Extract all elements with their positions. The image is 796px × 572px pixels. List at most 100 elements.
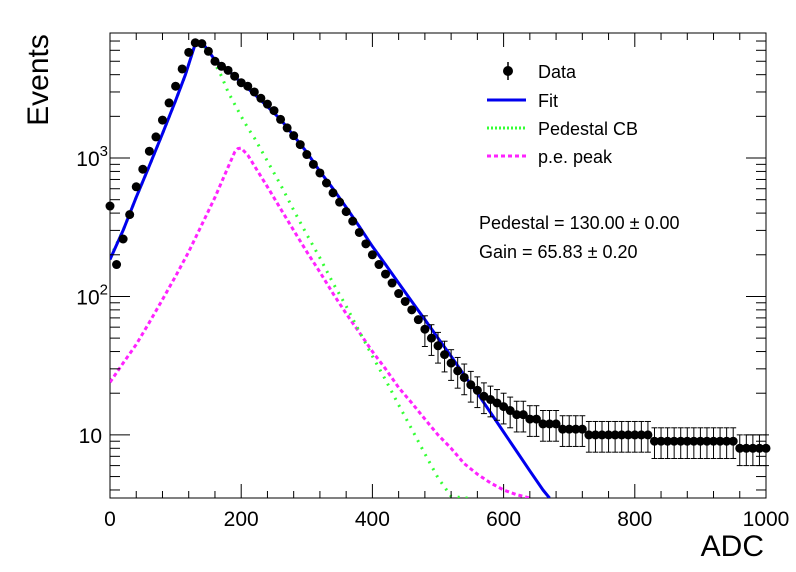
legend-label-pe-peak: p.e. peak xyxy=(538,147,613,167)
data-point xyxy=(453,366,463,376)
data-point xyxy=(203,46,213,56)
data-point xyxy=(262,99,272,109)
data-point xyxy=(295,140,305,150)
data-point xyxy=(433,341,443,351)
data-point xyxy=(584,430,594,440)
plot-border xyxy=(109,32,767,499)
x-tick-label: 400 xyxy=(355,508,390,531)
data-point xyxy=(230,71,240,81)
data-point xyxy=(551,419,561,429)
data-point xyxy=(197,39,207,49)
data-point xyxy=(446,358,456,368)
data-point xyxy=(735,443,745,453)
data-point xyxy=(623,430,633,440)
data-point xyxy=(676,436,686,446)
data-point xyxy=(669,436,679,446)
data-point xyxy=(112,260,122,270)
data-point xyxy=(741,443,751,453)
pedestal-annotation: Pedestal = 130.00 ± 0.00 xyxy=(479,213,680,233)
data-point xyxy=(210,56,220,66)
legend-entry-data: Data xyxy=(503,62,577,82)
data-point xyxy=(269,106,279,116)
data-point xyxy=(249,87,259,97)
data-point xyxy=(426,333,436,343)
data-point xyxy=(636,430,646,440)
data-point xyxy=(138,164,148,174)
data-point xyxy=(748,443,758,453)
data-point xyxy=(308,159,318,169)
x-tick-label: 800 xyxy=(617,508,652,531)
data-point xyxy=(118,234,128,244)
data-point xyxy=(558,424,568,434)
legend-label-data: Data xyxy=(538,62,577,82)
data-point xyxy=(131,182,141,192)
data-point xyxy=(394,289,404,299)
data-point xyxy=(610,430,620,440)
x-tick-label: 200 xyxy=(224,508,259,531)
data-point xyxy=(335,197,345,207)
data-point xyxy=(302,150,312,160)
legend-entry-fit: Fit xyxy=(487,91,558,111)
data-point xyxy=(315,168,325,178)
data-point xyxy=(367,250,377,260)
data-point xyxy=(689,436,699,446)
data-point xyxy=(177,64,187,74)
data-point xyxy=(472,385,482,395)
data-point xyxy=(499,402,509,412)
data-point xyxy=(105,201,115,211)
data-point xyxy=(144,146,154,156)
data-point xyxy=(492,398,502,408)
data-point xyxy=(617,430,627,440)
data-point xyxy=(328,188,338,198)
data-point xyxy=(387,278,397,288)
data-point xyxy=(348,216,358,226)
legend: Data Fit Pedestal CB p.e. peak xyxy=(487,62,638,167)
x-axis-title: ADC xyxy=(701,530,764,563)
legend-label-fit: Fit xyxy=(538,91,558,111)
data-point xyxy=(420,324,430,334)
data-point xyxy=(276,114,286,124)
data-point xyxy=(722,436,732,446)
data-point xyxy=(190,38,200,48)
data-point xyxy=(571,424,581,434)
data-point xyxy=(545,419,555,429)
data-point xyxy=(505,406,515,416)
fit-curves xyxy=(110,42,551,498)
data-point xyxy=(590,430,600,440)
data-point xyxy=(649,436,659,446)
data-point xyxy=(518,410,528,420)
data-point xyxy=(256,93,266,103)
data-point xyxy=(597,430,607,440)
plot-frame xyxy=(109,32,767,499)
legend-data-marker xyxy=(503,66,513,76)
data-point xyxy=(361,239,371,249)
data-point xyxy=(354,227,364,237)
data-point xyxy=(243,81,253,91)
data-point xyxy=(656,436,666,446)
series-fit-curve xyxy=(110,42,551,498)
y-tick-label: 102 xyxy=(76,281,108,309)
data-point xyxy=(341,207,351,217)
x-tick-label: 1000 xyxy=(743,508,790,531)
legend-entry-pe-peak: p.e. peak xyxy=(487,147,613,167)
y-tick-label: 10 xyxy=(79,425,102,448)
data-point xyxy=(400,296,410,306)
data-point xyxy=(171,81,181,91)
data-points xyxy=(105,38,771,467)
data-point xyxy=(125,210,135,220)
data-point xyxy=(223,65,233,75)
data-point xyxy=(282,123,292,133)
gain-annotation: Gain = 65.83 ± 0.20 xyxy=(479,242,638,262)
data-point xyxy=(413,315,423,325)
y-axis-title: Events xyxy=(22,34,55,126)
data-point xyxy=(531,414,541,424)
data-point xyxy=(217,61,227,71)
series-p-e-peak-curve xyxy=(110,146,531,498)
data-point xyxy=(164,98,174,108)
data-point xyxy=(728,436,738,446)
data-point xyxy=(184,47,194,57)
data-point xyxy=(407,305,417,315)
x-tick-label: 600 xyxy=(486,508,521,531)
data-point xyxy=(381,269,391,279)
data-point xyxy=(157,115,167,125)
